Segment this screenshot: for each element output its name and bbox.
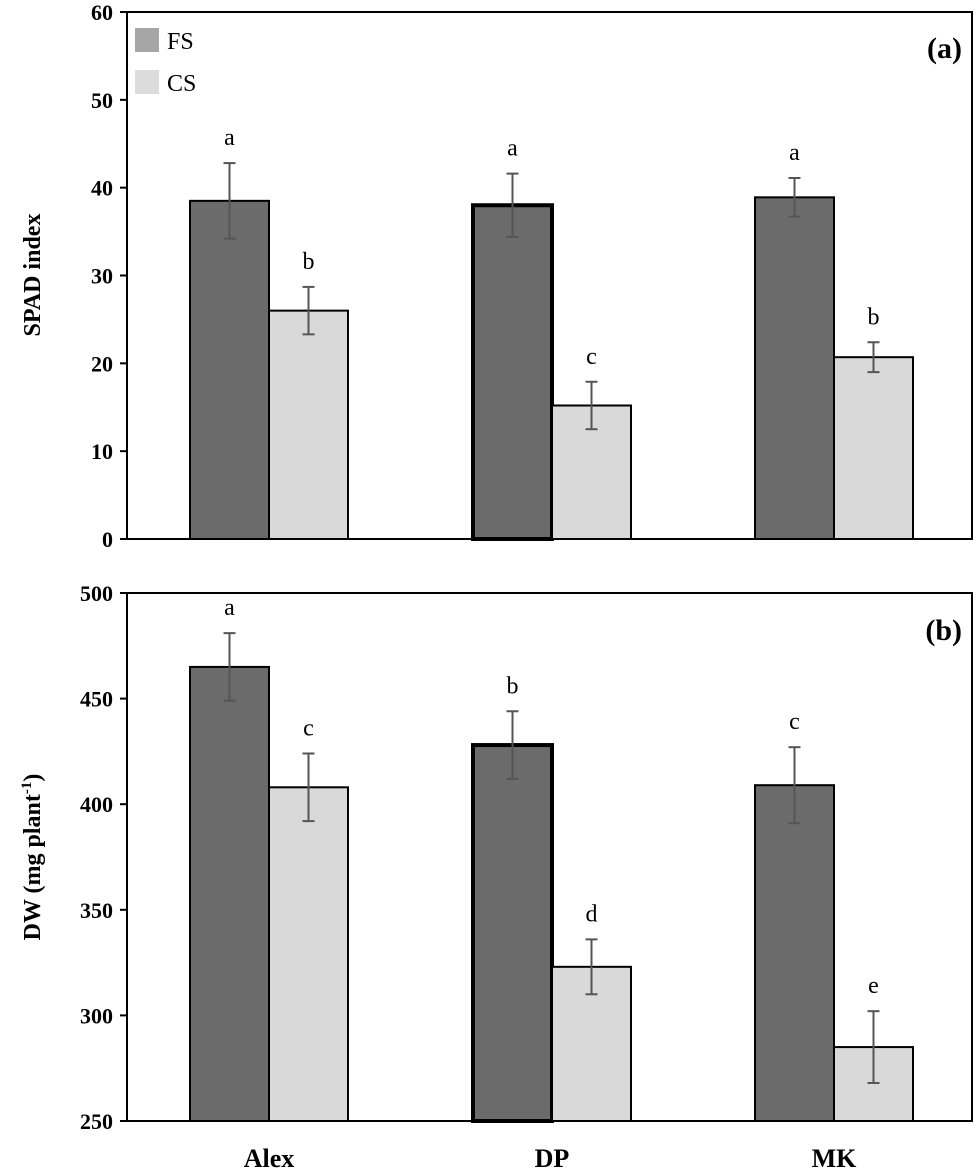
legend-label-cs: CS [167,71,196,97]
significance-letter: a [507,136,518,162]
bar-fs-dp [471,203,554,541]
panel-b-y-axis-title: DW (mg plant-1) [19,774,46,941]
bar-fs-alex [189,665,270,1122]
category-label-alex: Alex [244,1144,295,1173]
panel-a-bars: a a a b c b [189,125,914,541]
y-tick-label: 20 [91,351,113,376]
panel-b: (b) DW (mg plant-1) 250 300 350 400 450 500 a… [19,581,973,1173]
significance-letter: c [303,716,314,742]
y-tick-label: 400 [80,792,113,817]
bar-cs-alex [268,309,349,540]
bar-fs-alex [189,199,270,540]
y-tick-label: 450 [80,687,113,712]
significance-letter: e [868,973,879,999]
panel-a: (a) SPAD index 0 10 20 30 40 50 60 a a a b c b FS C… [20,0,973,552]
category-label-mk: MK [812,1144,858,1173]
bar-cs-mk [833,356,914,540]
y-tick-label: 500 [80,581,113,606]
panel-b-y-axis-title-superscript: -1 [19,782,35,795]
bar-fs-mk [754,196,835,540]
bar-cs-alex [268,786,349,1123]
legend-swatch-fs [135,28,159,52]
bar-fs-mk [754,784,835,1123]
panel-b-bars: a b c c d e [189,595,914,1124]
bar-fs-dp [471,743,554,1124]
significance-letter: a [224,125,235,151]
legend: FS CS [135,28,196,97]
y-tick-label: 10 [91,439,113,464]
y-tick-label: 30 [91,264,113,289]
panel-a-y-ticks: 0 10 20 30 40 50 60 [91,0,127,552]
y-tick-label: 300 [80,1003,113,1028]
legend-swatch-cs [135,70,159,94]
significance-letter: b [507,673,519,699]
significance-letter: a [224,595,235,621]
y-tick-label: 350 [80,898,113,923]
significance-letter: b [303,249,315,275]
significance-letter: b [868,304,880,330]
significance-letter: a [789,140,800,166]
x-axis-category-labels: Alex DP MK [244,1144,857,1173]
legend-label-fs: FS [167,29,194,55]
panel-a-y-axis-title: SPAD index [20,214,46,337]
panel-a-label: (a) [927,32,962,65]
category-label-dp: DP [535,1144,570,1173]
significance-letter: d [586,901,598,927]
panel-b-y-axis-title-suffix: ) [20,774,46,782]
panel-b-y-axis-title-main: DW (mg plant [20,794,46,940]
y-tick-label: 50 [91,88,113,113]
significance-letter: c [586,344,597,370]
panel-b-label: (b) [925,614,962,647]
y-tick-label: 40 [91,176,113,201]
significance-letter: c [789,709,800,735]
y-tick-label: 250 [80,1109,113,1134]
y-tick-label: 60 [91,0,113,25]
y-tick-label: 0 [102,527,113,552]
panel-b-y-ticks: 250 300 350 400 450 500 [80,581,127,1134]
